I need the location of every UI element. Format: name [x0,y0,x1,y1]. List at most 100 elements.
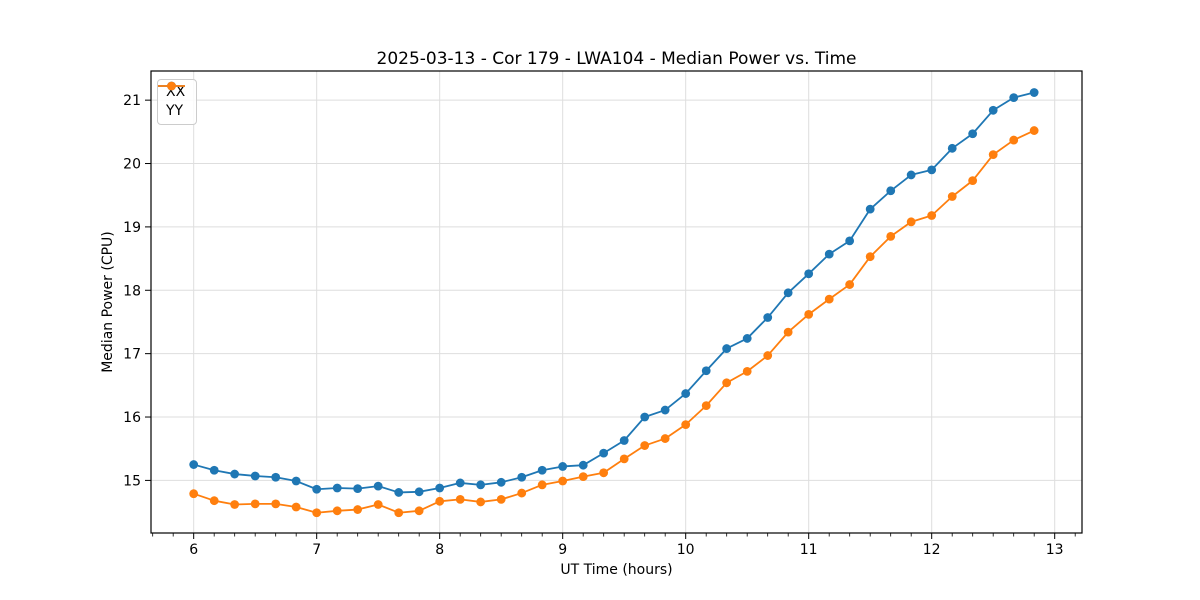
y-tick-label: 20 [123,157,141,173]
series-XX-marker [906,170,916,180]
series-YY-marker [537,480,547,490]
series-XX-marker [537,465,547,475]
y-tick-label: 17 [123,347,141,363]
series-XX-marker [578,460,588,470]
series-YY-marker [968,176,978,186]
series-YY-marker [701,401,711,411]
legend-line-sample-icon [158,81,185,91]
series-XX-marker [394,488,404,497]
series-YY-marker [312,508,322,518]
series-XX-marker [804,269,814,279]
series-XX-marker [988,105,998,115]
series-YY-marker [783,327,793,337]
series-XX-marker [886,186,896,196]
y-tick-label: 19 [123,220,141,236]
series-YY-marker [1029,126,1039,135]
series-XX-marker [414,487,424,497]
x-axis-label: UT Time (hours) [560,562,673,578]
series-XX-marker [947,143,957,153]
series-YY-marker [660,434,670,443]
series-XX-marker [968,129,978,139]
series-XX-marker [763,313,773,322]
series-YY-marker [476,497,486,507]
series-YY-marker [373,500,383,509]
legend-label: YY [166,103,184,119]
x-tick-label: 13 [1046,542,1064,558]
plot-frame [150,70,1083,534]
series-XX-marker [701,366,711,376]
series-YY-marker [394,508,404,518]
series-YY-marker [209,496,219,506]
series-XX-marker [927,165,937,175]
series-XX-marker [619,436,629,445]
series-YY-line [193,129,1035,514]
x-tick-label: 12 [923,542,941,558]
series-YY-marker [824,294,834,304]
series-YY-marker [250,499,260,509]
series-XX-marker [783,288,793,298]
series-YY-marker [1009,135,1019,145]
series-YY-marker [496,495,506,504]
series-YY-marker [927,211,937,220]
x-tick-label: 7 [312,542,321,558]
series-YY-marker [435,496,445,506]
y-tick-label: 21 [123,93,141,109]
series-YY-marker [722,378,732,388]
x-tick-label: 11 [800,542,818,558]
legend-entry-YY: YY [158,81,185,119]
y-axis-label: Median Power (CPU) [100,231,116,373]
series-YY-marker [517,488,527,498]
series-YY-marker [947,192,957,201]
series-YY-marker [865,252,875,262]
series-YY-marker [230,500,240,509]
series-XX-marker [455,478,465,488]
series-XX-marker [332,483,342,493]
series-XX-marker [476,480,486,490]
series-XX-line [193,91,1035,494]
series-XX-marker [271,472,281,482]
x-tick-label: 8 [435,542,444,558]
series-XX-marker [373,481,383,491]
series-YY-marker [414,506,424,516]
series-XX-marker [558,462,568,471]
series-XX-marker [640,412,650,422]
series-YY-marker [640,441,650,450]
series-YY-marker [681,420,691,430]
series-YY-marker [906,217,916,227]
series-YY-marker [353,505,363,514]
series-YY-marker [291,502,301,512]
series-XX-marker [230,469,240,479]
series-YY-marker [619,454,629,464]
series-YY-marker [742,366,752,376]
series-XX-marker [312,484,322,494]
y-tick-label: 16 [123,410,141,426]
series-XX-marker [435,483,445,493]
series-XX-marker [1029,88,1039,97]
series-XX-marker [517,472,527,482]
series-XX-marker [250,471,260,481]
series-XX-marker [353,484,363,494]
series-XX-marker [209,465,219,475]
series-YY-marker [886,232,896,241]
x-tick-label: 6 [189,542,198,558]
series-XX-marker [189,460,199,469]
series-XX-marker [865,204,875,214]
series-YY-marker [455,495,465,504]
series-XX-marker [824,249,834,259]
series-YY-marker [189,489,199,499]
series-YY-marker [599,468,609,478]
chart-title: 2025-03-13 - Cor 179 - LWA104 - Median P… [376,49,857,69]
x-tick-label: 10 [677,542,695,558]
series-XX-marker [660,405,670,415]
series-XX-marker [1009,93,1019,103]
series-XX-marker [681,389,691,398]
series-XX-marker [496,477,506,487]
series-YY-marker [763,351,773,360]
series-XX-marker [599,448,609,458]
series-YY-marker [578,472,588,481]
series-YY-marker [804,309,814,319]
series-YY-marker [845,280,855,289]
series-XX-marker [291,476,301,486]
